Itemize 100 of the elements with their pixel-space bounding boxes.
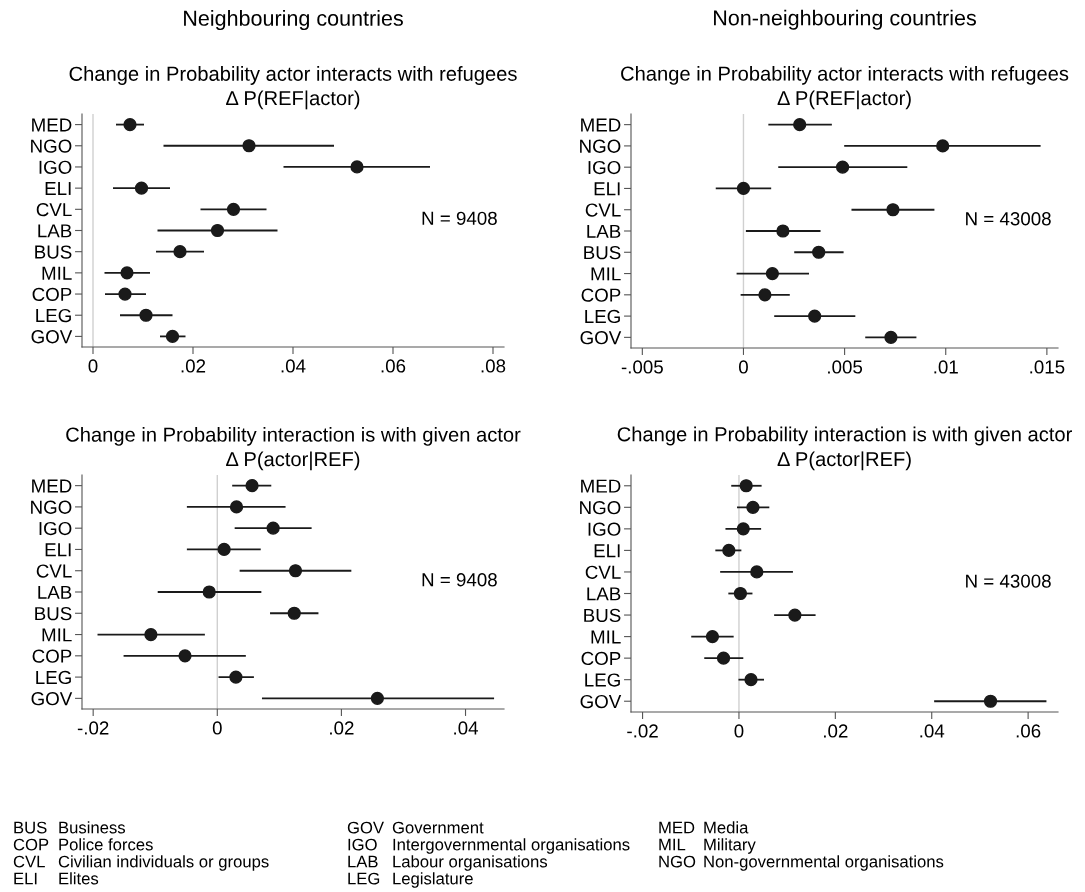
point: [750, 565, 764, 579]
point: [144, 627, 158, 642]
point: [835, 160, 850, 174]
point: [202, 585, 216, 599]
text: Neighbouring countries: [184, 10, 403, 31]
text: Elites: [59, 872, 99, 885]
y-tick-label: ELI: [45, 182, 71, 195]
point: [722, 543, 736, 558]
chart-subtitle: Δ P(actor|REF): [777, 451, 911, 471]
point: [370, 691, 384, 705]
x-tick-label: 0: [738, 360, 748, 374]
text: Business: [59, 821, 126, 834]
text: Civilian individuals or groups: [58, 855, 269, 871]
y-tick-label: LEG: [585, 673, 620, 687]
y-tick-label: IGO: [588, 160, 621, 175]
point: [350, 160, 364, 174]
point: [765, 266, 779, 281]
y-tick-label: GOV: [31, 330, 73, 344]
point: [118, 287, 132, 301]
y-tick-label: CVL: [36, 203, 72, 217]
x-tick-label: 0: [734, 724, 744, 738]
point: [165, 329, 180, 344]
y-tick-label: MED: [581, 479, 621, 493]
annotation: N = 43008: [966, 574, 1051, 588]
point: [884, 330, 898, 344]
y-tick-label: MIL: [591, 630, 621, 644]
annotation: N = 9408: [422, 573, 497, 587]
y-tick-label: LAB: [587, 224, 621, 238]
point: [229, 670, 243, 684]
text: IGO: [348, 838, 377, 851]
y-tick-label: COP: [32, 287, 72, 302]
y-tick-label: IGO: [39, 521, 72, 536]
y-tick-label: COP: [32, 649, 72, 663]
y-tick-label: MIL: [42, 266, 72, 280]
y-tick-label: MED: [32, 479, 72, 493]
point: [733, 586, 747, 601]
y-tick-label: MIL: [591, 267, 621, 281]
x-tick-label: -.02: [77, 721, 109, 735]
y-tick-label: GOV: [580, 694, 622, 709]
point: [178, 649, 192, 663]
y-tick-label: CVL: [585, 203, 621, 217]
text: GOV: [347, 821, 384, 834]
x-tick-label: .04: [920, 724, 945, 738]
point: [716, 651, 731, 665]
chart-subtitle: Δ P(REF|actor): [777, 90, 911, 110]
x-tick-label: .02: [824, 724, 848, 738]
point: [744, 673, 758, 687]
x-tick-label: .06: [1016, 724, 1041, 738]
x-tick-label: .02: [181, 359, 206, 373]
chart-subtitle: Δ P(REF|actor): [226, 90, 360, 110]
y-tick-label: NGO: [31, 500, 72, 514]
point: [788, 608, 802, 622]
y-tick-label: LAB: [587, 587, 621, 601]
text: Non-neighbouring countries: [714, 9, 976, 30]
text: Media: [704, 821, 749, 834]
text: BUS: [14, 821, 47, 834]
text: MED: [659, 821, 695, 834]
point: [812, 245, 826, 259]
y-tick-label: NGO: [580, 139, 621, 153]
chart-subtitle: Δ P(actor|REF): [226, 451, 360, 471]
text: Intergovernmental organisations: [393, 838, 630, 854]
y-tick-label: MED: [32, 118, 72, 132]
point: [705, 629, 720, 644]
x-tick-label: .06: [381, 359, 406, 373]
point: [936, 139, 950, 153]
y-tick-label: LAB: [38, 224, 72, 238]
y-tick-label: LEG: [585, 309, 620, 324]
point: [736, 522, 750, 536]
x-tick-label: .01: [934, 360, 958, 374]
x-tick-label: .005: [828, 360, 863, 374]
point: [226, 202, 241, 216]
point: [288, 564, 303, 578]
text: Non-governmental organisations: [704, 855, 944, 871]
text: Legislature: [393, 872, 473, 888]
x-tick-label: 0: [212, 721, 222, 735]
point: [217, 542, 231, 557]
point: [173, 245, 187, 259]
text: Government: [392, 821, 484, 834]
y-tick-label: CVL: [36, 564, 72, 578]
y-tick-label: GOV: [580, 331, 622, 345]
x-tick-label: .02: [330, 721, 354, 735]
chart-title: Change in Probability interaction is with given actor: [617, 426, 1072, 446]
chart-title: Change in Probability actor interacts with refugees: [621, 65, 1069, 85]
text: COP: [13, 838, 49, 851]
point: [139, 308, 153, 322]
point: [266, 521, 280, 535]
text: Labour organisations: [393, 855, 548, 871]
x-tick-label: .04: [281, 359, 306, 373]
y-tick-label: BUS: [35, 245, 72, 259]
y-tick-label: IGO: [588, 522, 621, 536]
point: [245, 479, 259, 493]
y-tick-label: COP: [581, 651, 621, 666]
point: [287, 606, 301, 620]
y-tick-label: BUS: [584, 608, 621, 623]
x-tick-label: -.005: [621, 360, 663, 374]
x-tick-label: -.02: [627, 724, 658, 738]
x-tick-label: .04: [454, 721, 479, 735]
y-tick-label: NGO: [580, 501, 621, 515]
point: [210, 223, 225, 238]
y-tick-label: LEG: [36, 670, 71, 685]
